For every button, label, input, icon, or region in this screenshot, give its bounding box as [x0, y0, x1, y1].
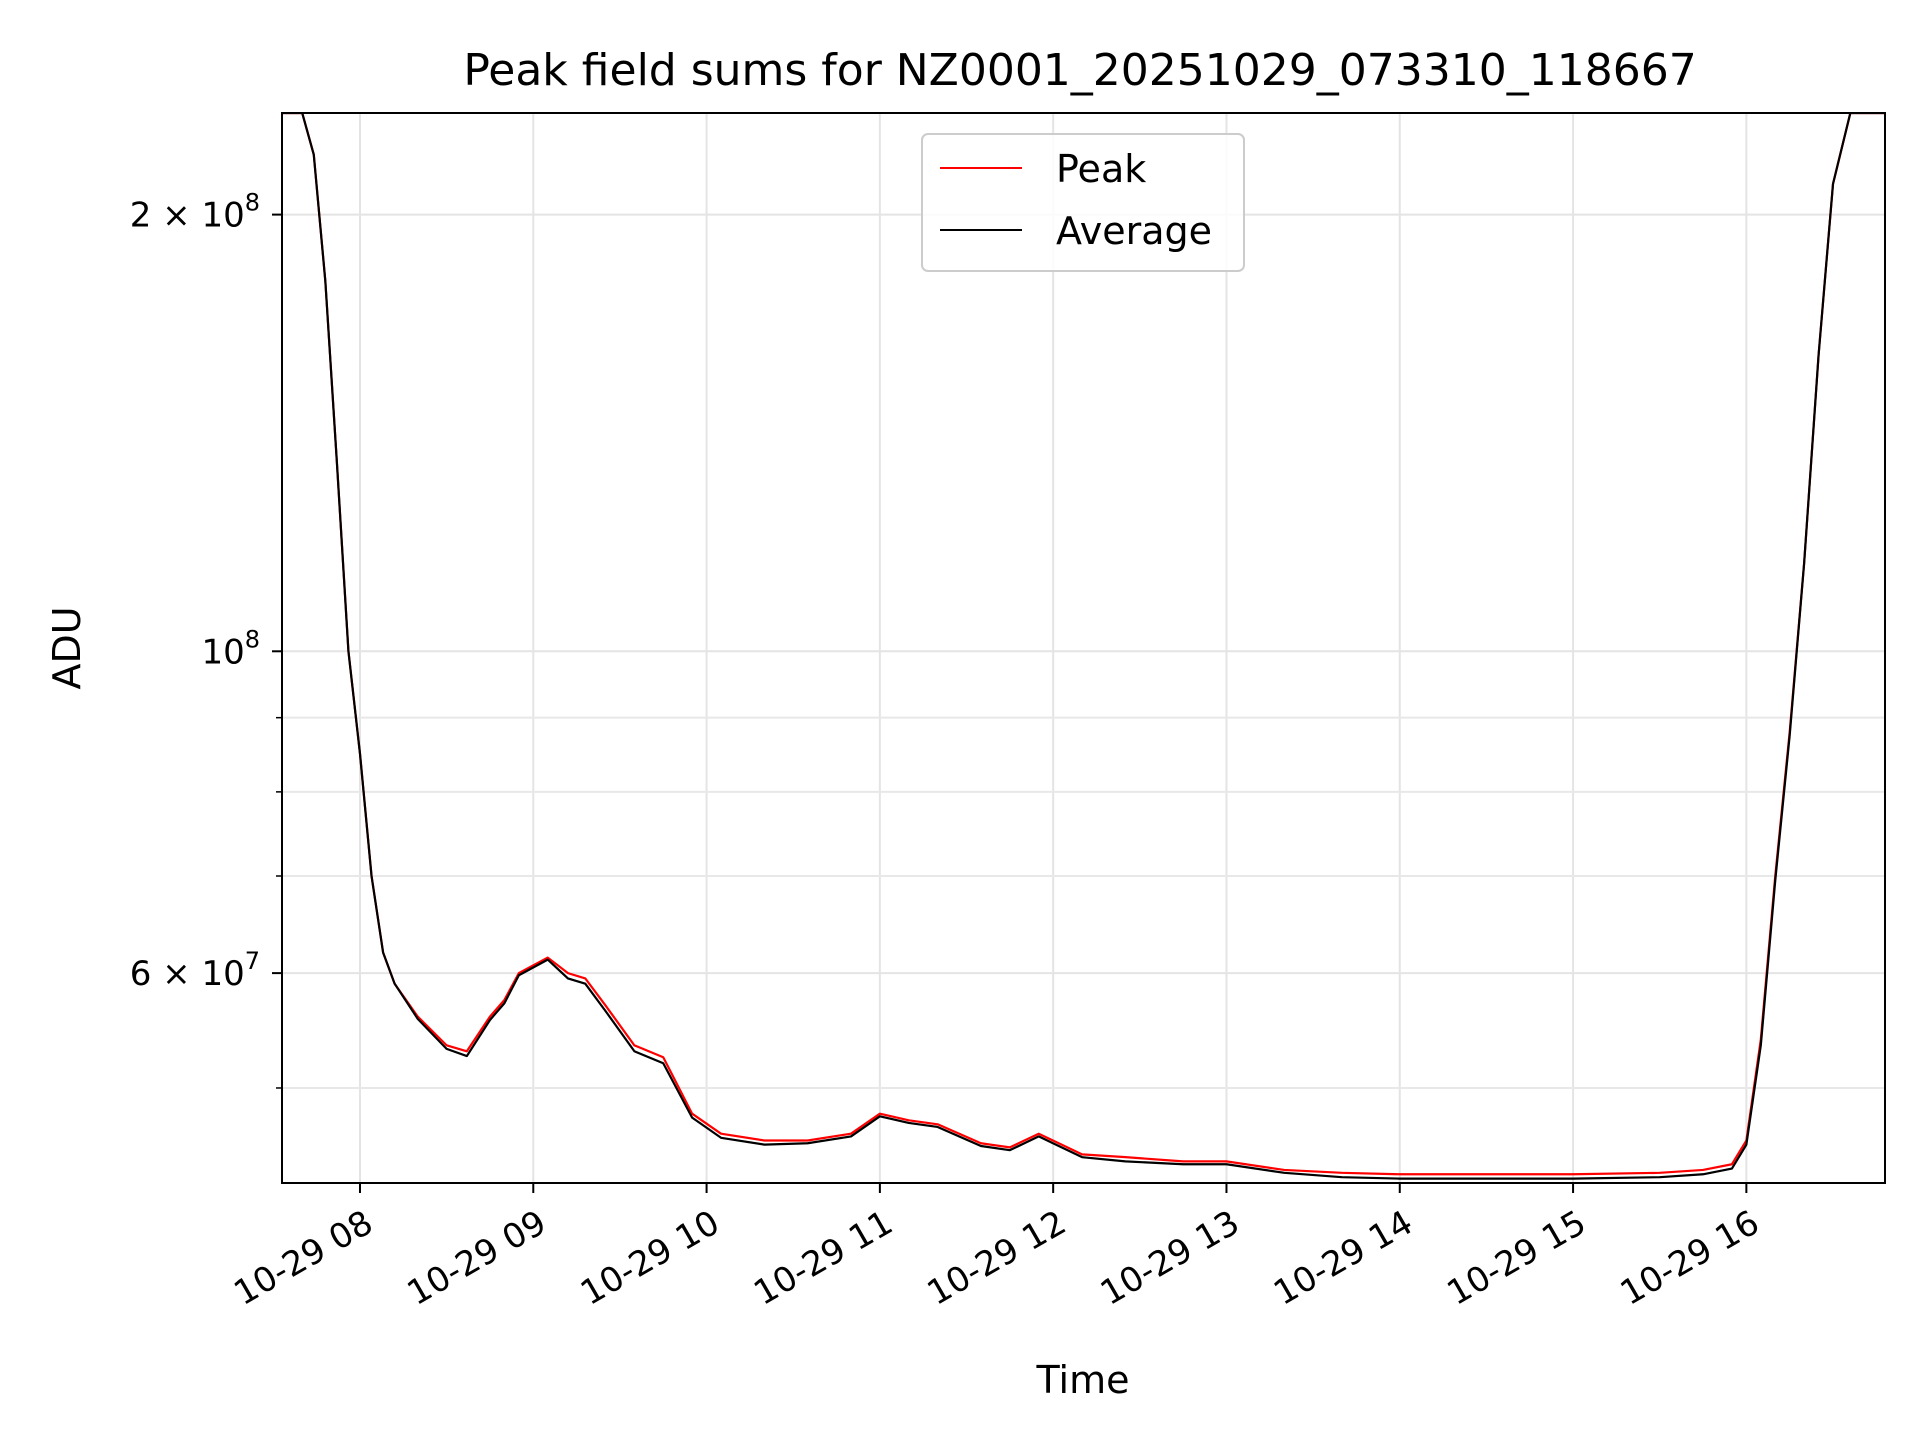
y-tick-label-1: 108: [201, 625, 260, 672]
legend-label-average: Average: [1056, 209, 1212, 253]
series-line-average: [282, 113, 1885, 1180]
y-tick-label-2: 2 × 108: [130, 189, 260, 236]
y-axis-label: ADU: [45, 606, 89, 689]
legend-label-peak: Peak: [1056, 147, 1146, 191]
chart-title: Peak field sums for NZ0001_20251029_0733…: [463, 45, 1696, 96]
x-axis-label: Time: [1036, 1358, 1130, 1402]
y-tick-label-0: 6 × 107: [130, 947, 260, 994]
plot-series: [282, 113, 1885, 1180]
plot-area-frame: [281, 112, 1886, 1184]
grid: [282, 113, 1885, 1183]
y-axis-ticks: 6 × 107 108 2 × 108: [130, 189, 282, 1089]
legend: Peak Average: [921, 133, 1245, 272]
